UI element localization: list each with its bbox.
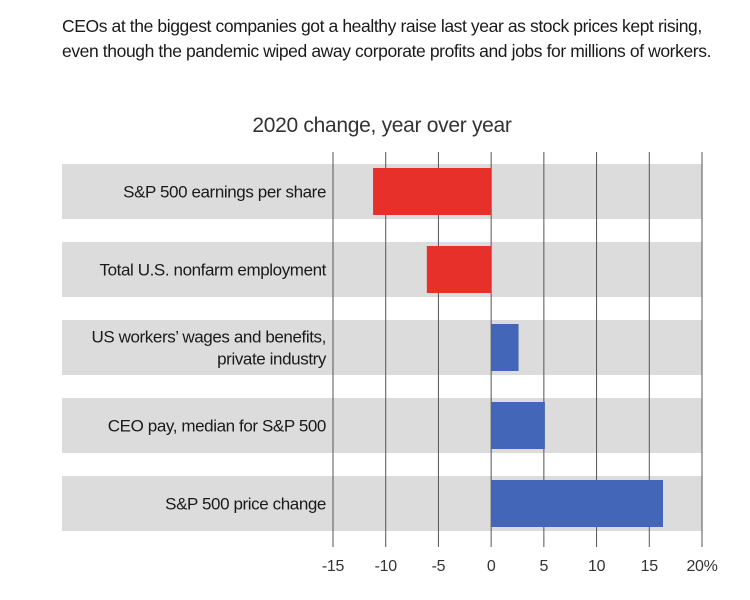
category-label: S&P 500 price change (165, 495, 326, 514)
x-axis-ticks: -15 -10 -5 0 5 10 15 20% (322, 558, 718, 575)
category-label-line: private industry (217, 350, 327, 369)
category-label: CEO pay, median for S&P 500 (108, 417, 326, 436)
bar (373, 168, 492, 215)
category-label: Total U.S. nonfarm employment (100, 261, 327, 280)
chart-subtitle: CEOs at the biggest companies got a heal… (62, 14, 732, 64)
chart-title: 2020 change, year over year (252, 114, 512, 137)
bar (491, 480, 663, 527)
tick-label: -15 (322, 558, 345, 575)
tick-label: -5 (432, 558, 446, 575)
category-label-line: S&P 500 earnings per share (123, 183, 326, 202)
row-band (62, 242, 702, 297)
tick-label: 15 (641, 558, 659, 575)
subtitle-line-1: CEOs at the biggest companies got a heal… (62, 16, 702, 36)
category-labels: S&P 500 earnings per share Total U.S. non… (91, 183, 327, 514)
subtitle-line-2: even though the pandemic wiped away corp… (62, 41, 712, 61)
tick-label: -10 (375, 558, 398, 575)
category-label: S&P 500 earnings per share (123, 183, 326, 202)
category-label-line: US workers’ wages and benefits, (91, 328, 326, 347)
row-band (62, 320, 702, 375)
category-label-line: S&P 500 price change (165, 495, 326, 514)
category-label: US workers’ wages and benefits, private i… (91, 328, 326, 369)
bar (491, 402, 545, 449)
tick-label: 20% (686, 558, 717, 575)
tick-label: 0 (487, 558, 496, 575)
row-bands (62, 164, 702, 531)
category-label-line: CEO pay, median for S&P 500 (108, 417, 326, 436)
tick-label: 5 (540, 558, 549, 575)
row-band (62, 398, 702, 453)
tick-label: 10 (588, 558, 606, 575)
bar (426, 246, 492, 293)
bar (491, 324, 519, 371)
category-label-line: Total U.S. nonfarm employment (100, 261, 327, 280)
bars (373, 168, 663, 527)
